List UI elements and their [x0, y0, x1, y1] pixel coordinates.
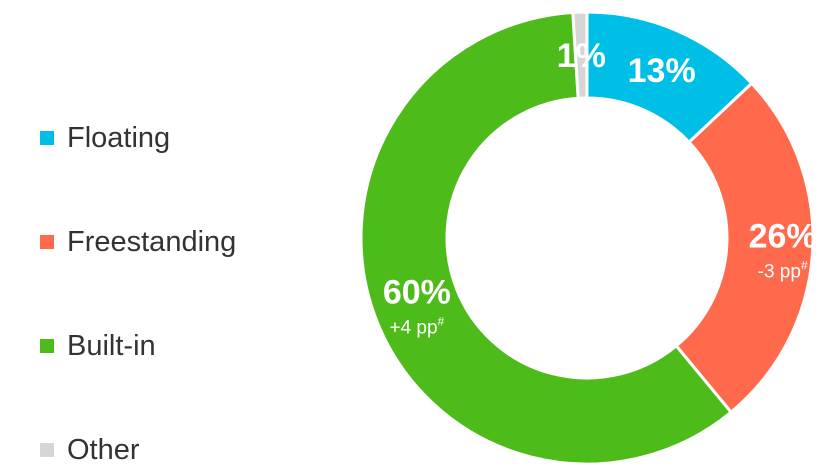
legend-swatch-built-in: [40, 339, 54, 353]
legend-item-floating: Floating: [40, 118, 170, 158]
data-label-built-in: 60%: [383, 273, 451, 311]
slice-other: [571, 10, 589, 100]
legend-swatch-floating: [40, 131, 54, 145]
legend-label-freestanding: Freestanding: [67, 225, 237, 258]
legend-item-other: Other: [40, 430, 140, 470]
data-label-freestanding: 26%: [749, 217, 817, 255]
change-label-freestanding: -3 pp#: [758, 258, 808, 282]
legend-label-floating: Floating: [67, 121, 171, 154]
change-label-built-in: +4 pp#: [389, 314, 444, 338]
legend-label-other: Other: [67, 433, 140, 466]
slice-freestanding: [674, 81, 815, 415]
slice-built-in: [359, 10, 734, 466]
data-label-floating: 13%: [628, 52, 696, 90]
data-label-other: 1%: [557, 37, 606, 75]
legend-item-built-in: Built-in: [40, 326, 156, 366]
legend-swatch-freestanding: [40, 235, 54, 249]
legend-swatch-other: [40, 443, 54, 457]
legend-item-freestanding: Freestanding: [40, 222, 236, 262]
legend: Floating Freestanding Built-in Other: [40, 0, 340, 468]
legend-label-built-in: Built-in: [67, 329, 156, 362]
